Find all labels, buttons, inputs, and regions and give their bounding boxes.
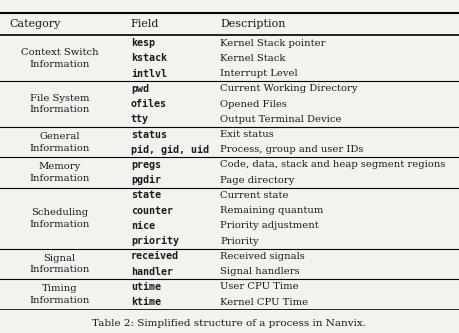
Text: pwd: pwd bbox=[131, 84, 149, 94]
Text: utime: utime bbox=[131, 282, 161, 292]
Text: received: received bbox=[131, 251, 179, 261]
Text: ktime: ktime bbox=[131, 297, 161, 307]
Text: Memory
Information: Memory Information bbox=[29, 162, 90, 183]
Text: Timing
Information: Timing Information bbox=[29, 284, 90, 305]
Text: pregs: pregs bbox=[131, 160, 161, 170]
Text: counter: counter bbox=[131, 206, 173, 216]
Text: Priority adjustment: Priority adjustment bbox=[220, 221, 319, 230]
Text: Code, data, stack and heap segment regions: Code, data, stack and heap segment regio… bbox=[220, 161, 446, 169]
Text: tty: tty bbox=[131, 114, 149, 124]
Text: Process, group and user IDs: Process, group and user IDs bbox=[220, 145, 364, 154]
Text: pid, gid, uid: pid, gid, uid bbox=[131, 145, 209, 155]
Text: User CPU Time: User CPU Time bbox=[220, 282, 299, 291]
Text: priority: priority bbox=[131, 236, 179, 246]
Text: Description: Description bbox=[220, 19, 286, 29]
Text: Interrupt Level: Interrupt Level bbox=[220, 69, 298, 78]
Text: intlvl: intlvl bbox=[131, 69, 167, 79]
Text: status: status bbox=[131, 130, 167, 140]
Text: Current state: Current state bbox=[220, 191, 289, 200]
Text: Current Working Directory: Current Working Directory bbox=[220, 84, 358, 93]
Text: Field: Field bbox=[131, 19, 159, 29]
Text: General
Information: General Information bbox=[29, 132, 90, 153]
Text: state: state bbox=[131, 190, 161, 200]
Text: Output Terminal Device: Output Terminal Device bbox=[220, 115, 342, 124]
Text: kesp: kesp bbox=[131, 38, 155, 48]
Text: Priority: Priority bbox=[220, 237, 259, 246]
Text: Remaining quantum: Remaining quantum bbox=[220, 206, 324, 215]
Text: Category: Category bbox=[9, 19, 61, 29]
Text: Context Switch
Information: Context Switch Information bbox=[21, 48, 99, 69]
Text: Received signals: Received signals bbox=[220, 252, 305, 261]
Text: Exit status: Exit status bbox=[220, 130, 274, 139]
Text: Table 2: Simplified structure of a process in Nanvix.: Table 2: Simplified structure of a proce… bbox=[93, 319, 366, 328]
Text: kstack: kstack bbox=[131, 53, 167, 63]
Text: Kernel CPU Time: Kernel CPU Time bbox=[220, 298, 308, 307]
Text: Scheduling
Information: Scheduling Information bbox=[29, 208, 90, 229]
Text: pgdir: pgdir bbox=[131, 175, 161, 185]
Text: Kernel Stack: Kernel Stack bbox=[220, 54, 285, 63]
Text: Opened Files: Opened Files bbox=[220, 100, 287, 109]
Text: Signal
Information: Signal Information bbox=[29, 254, 90, 274]
Text: Signal handlers: Signal handlers bbox=[220, 267, 300, 276]
Text: nice: nice bbox=[131, 221, 155, 231]
Text: Page directory: Page directory bbox=[220, 176, 295, 185]
Text: handler: handler bbox=[131, 267, 173, 277]
Text: Kernel Stack pointer: Kernel Stack pointer bbox=[220, 39, 326, 48]
Text: ofiles: ofiles bbox=[131, 99, 167, 109]
Text: File System
Information: File System Information bbox=[29, 94, 90, 115]
